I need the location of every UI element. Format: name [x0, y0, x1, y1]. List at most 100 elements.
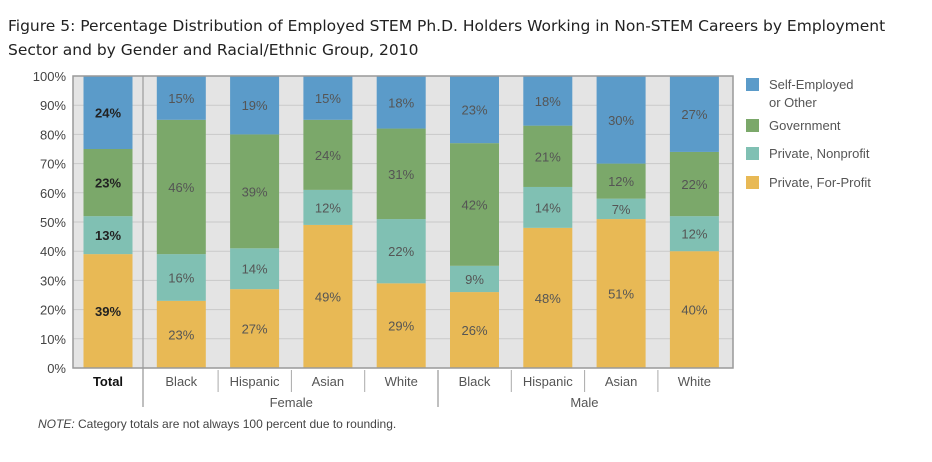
legend-label: Private, For-Profit [769, 175, 871, 190]
y-tick-label: 90% [40, 98, 66, 113]
bar-segment-self_employed [156, 76, 206, 120]
data-label: 15% [315, 91, 341, 106]
bar-segment-self_employed [669, 76, 719, 152]
bar-segment-government [669, 151, 719, 217]
data-label: 49% [315, 289, 341, 304]
y-tick-label: 20% [40, 303, 66, 318]
bar-segment-self_employed [83, 76, 133, 149]
bar-segment-government [523, 125, 573, 187]
bar-segment-government [303, 119, 353, 190]
chart-note: NOTE: Category totals are not always 100… [38, 417, 396, 431]
bar-segment-forprofit [376, 283, 426, 368]
data-label: 24% [315, 148, 341, 163]
bar-segment-government [450, 143, 499, 266]
y-tick-label: 0% [47, 361, 66, 376]
bar-segment-government [376, 128, 426, 220]
legend-label: Self-Employed [769, 77, 854, 92]
legend-swatch-government [746, 119, 759, 132]
bar-segment-self_employed [376, 76, 426, 129]
data-label: 27% [681, 107, 707, 122]
data-label: 46% [168, 180, 194, 195]
y-tick-label: 50% [40, 215, 66, 230]
x-tick-label: Asian [605, 374, 638, 389]
data-label: 23% [461, 103, 487, 118]
bar-segment-nonprofit [376, 219, 426, 284]
bar-segment-nonprofit [156, 254, 206, 301]
bar-segment-forprofit [303, 224, 353, 368]
x-tick-label: Hispanic [523, 374, 573, 389]
data-label: 23% [95, 176, 121, 191]
legend-label: Private, Nonprofit [769, 146, 870, 161]
data-label: 15% [168, 91, 194, 106]
data-label: 18% [535, 94, 561, 109]
bar-segment-nonprofit [523, 186, 573, 228]
legend-swatch-forprofit [746, 176, 759, 189]
x-tick-label: White [385, 374, 418, 389]
note-text: Category totals are not always 100 perce… [74, 417, 397, 431]
data-label: 14% [242, 262, 268, 277]
bar-segment-self_employed [303, 76, 353, 120]
bar-segment-nonprofit [83, 216, 133, 255]
data-label: 7% [612, 202, 631, 217]
data-label: 27% [242, 322, 268, 337]
data-label: 26% [461, 323, 487, 338]
data-label: 40% [681, 303, 707, 318]
data-label: 51% [608, 287, 634, 302]
bar-segment-nonprofit [230, 248, 280, 290]
x-tick-label: Asian [312, 374, 345, 389]
bar-segment-government [230, 134, 280, 249]
data-label: 12% [315, 200, 341, 215]
group-label: Female [270, 395, 313, 410]
data-label: 22% [388, 244, 414, 259]
y-tick-label: 100% [33, 69, 67, 84]
x-tick-label: Black [165, 374, 197, 389]
data-label: 39% [95, 304, 121, 319]
x-tick-label: White [678, 374, 711, 389]
bar-segment-nonprofit [669, 216, 719, 252]
bar-segment-self_employed [230, 76, 280, 135]
bar-segment-self_employed [450, 76, 499, 144]
y-tick-label: 10% [40, 332, 66, 347]
data-label: 18% [388, 95, 414, 110]
data-label: 16% [168, 270, 194, 285]
note-label: NOTE: [38, 417, 75, 431]
data-label: 24% [95, 106, 121, 121]
data-label: 39% [242, 184, 268, 199]
x-tick-label: Black [459, 374, 491, 389]
y-tick-label: 60% [40, 186, 66, 201]
legend-swatch-self_employed [746, 78, 759, 91]
data-label: 29% [388, 319, 414, 334]
bar-segment-self_employed [523, 76, 573, 126]
y-tick-label: 30% [40, 273, 66, 288]
data-label: 21% [535, 149, 561, 164]
bar-segment-forprofit [83, 254, 133, 368]
x-tick-label: Hispanic [230, 374, 280, 389]
legend-label: Government [769, 118, 841, 133]
y-tick-label: 40% [40, 244, 66, 259]
data-label: 23% [168, 327, 194, 342]
bar-segment-government [83, 149, 133, 217]
chart-title: Figure 5: Percentage Distribution of Emp… [8, 17, 886, 59]
bar-segment-forprofit [230, 289, 280, 368]
data-label: 12% [681, 227, 707, 242]
y-tick-label: 70% [40, 157, 66, 172]
bar-segment-forprofit [450, 292, 499, 368]
data-label: 48% [535, 291, 561, 306]
bar-segment-forprofit [523, 227, 573, 368]
bar-segment-forprofit [669, 251, 719, 368]
x-tick-label: Total [93, 374, 123, 389]
bar-segment-nonprofit [596, 198, 646, 220]
legend-swatch-nonprofit [746, 147, 759, 160]
bar-segment-government [596, 163, 646, 199]
bar-segment-forprofit [596, 219, 646, 368]
bar-segment-nonprofit [450, 265, 499, 293]
legend-label: or Other [769, 95, 817, 110]
data-label: 31% [388, 167, 414, 182]
bar-segment-government [156, 119, 206, 255]
data-label: 30% [608, 113, 634, 128]
data-label: 13% [95, 228, 121, 243]
bar-segment-forprofit [156, 300, 206, 368]
y-tick-label: 80% [40, 127, 66, 142]
data-label: 19% [242, 98, 268, 113]
